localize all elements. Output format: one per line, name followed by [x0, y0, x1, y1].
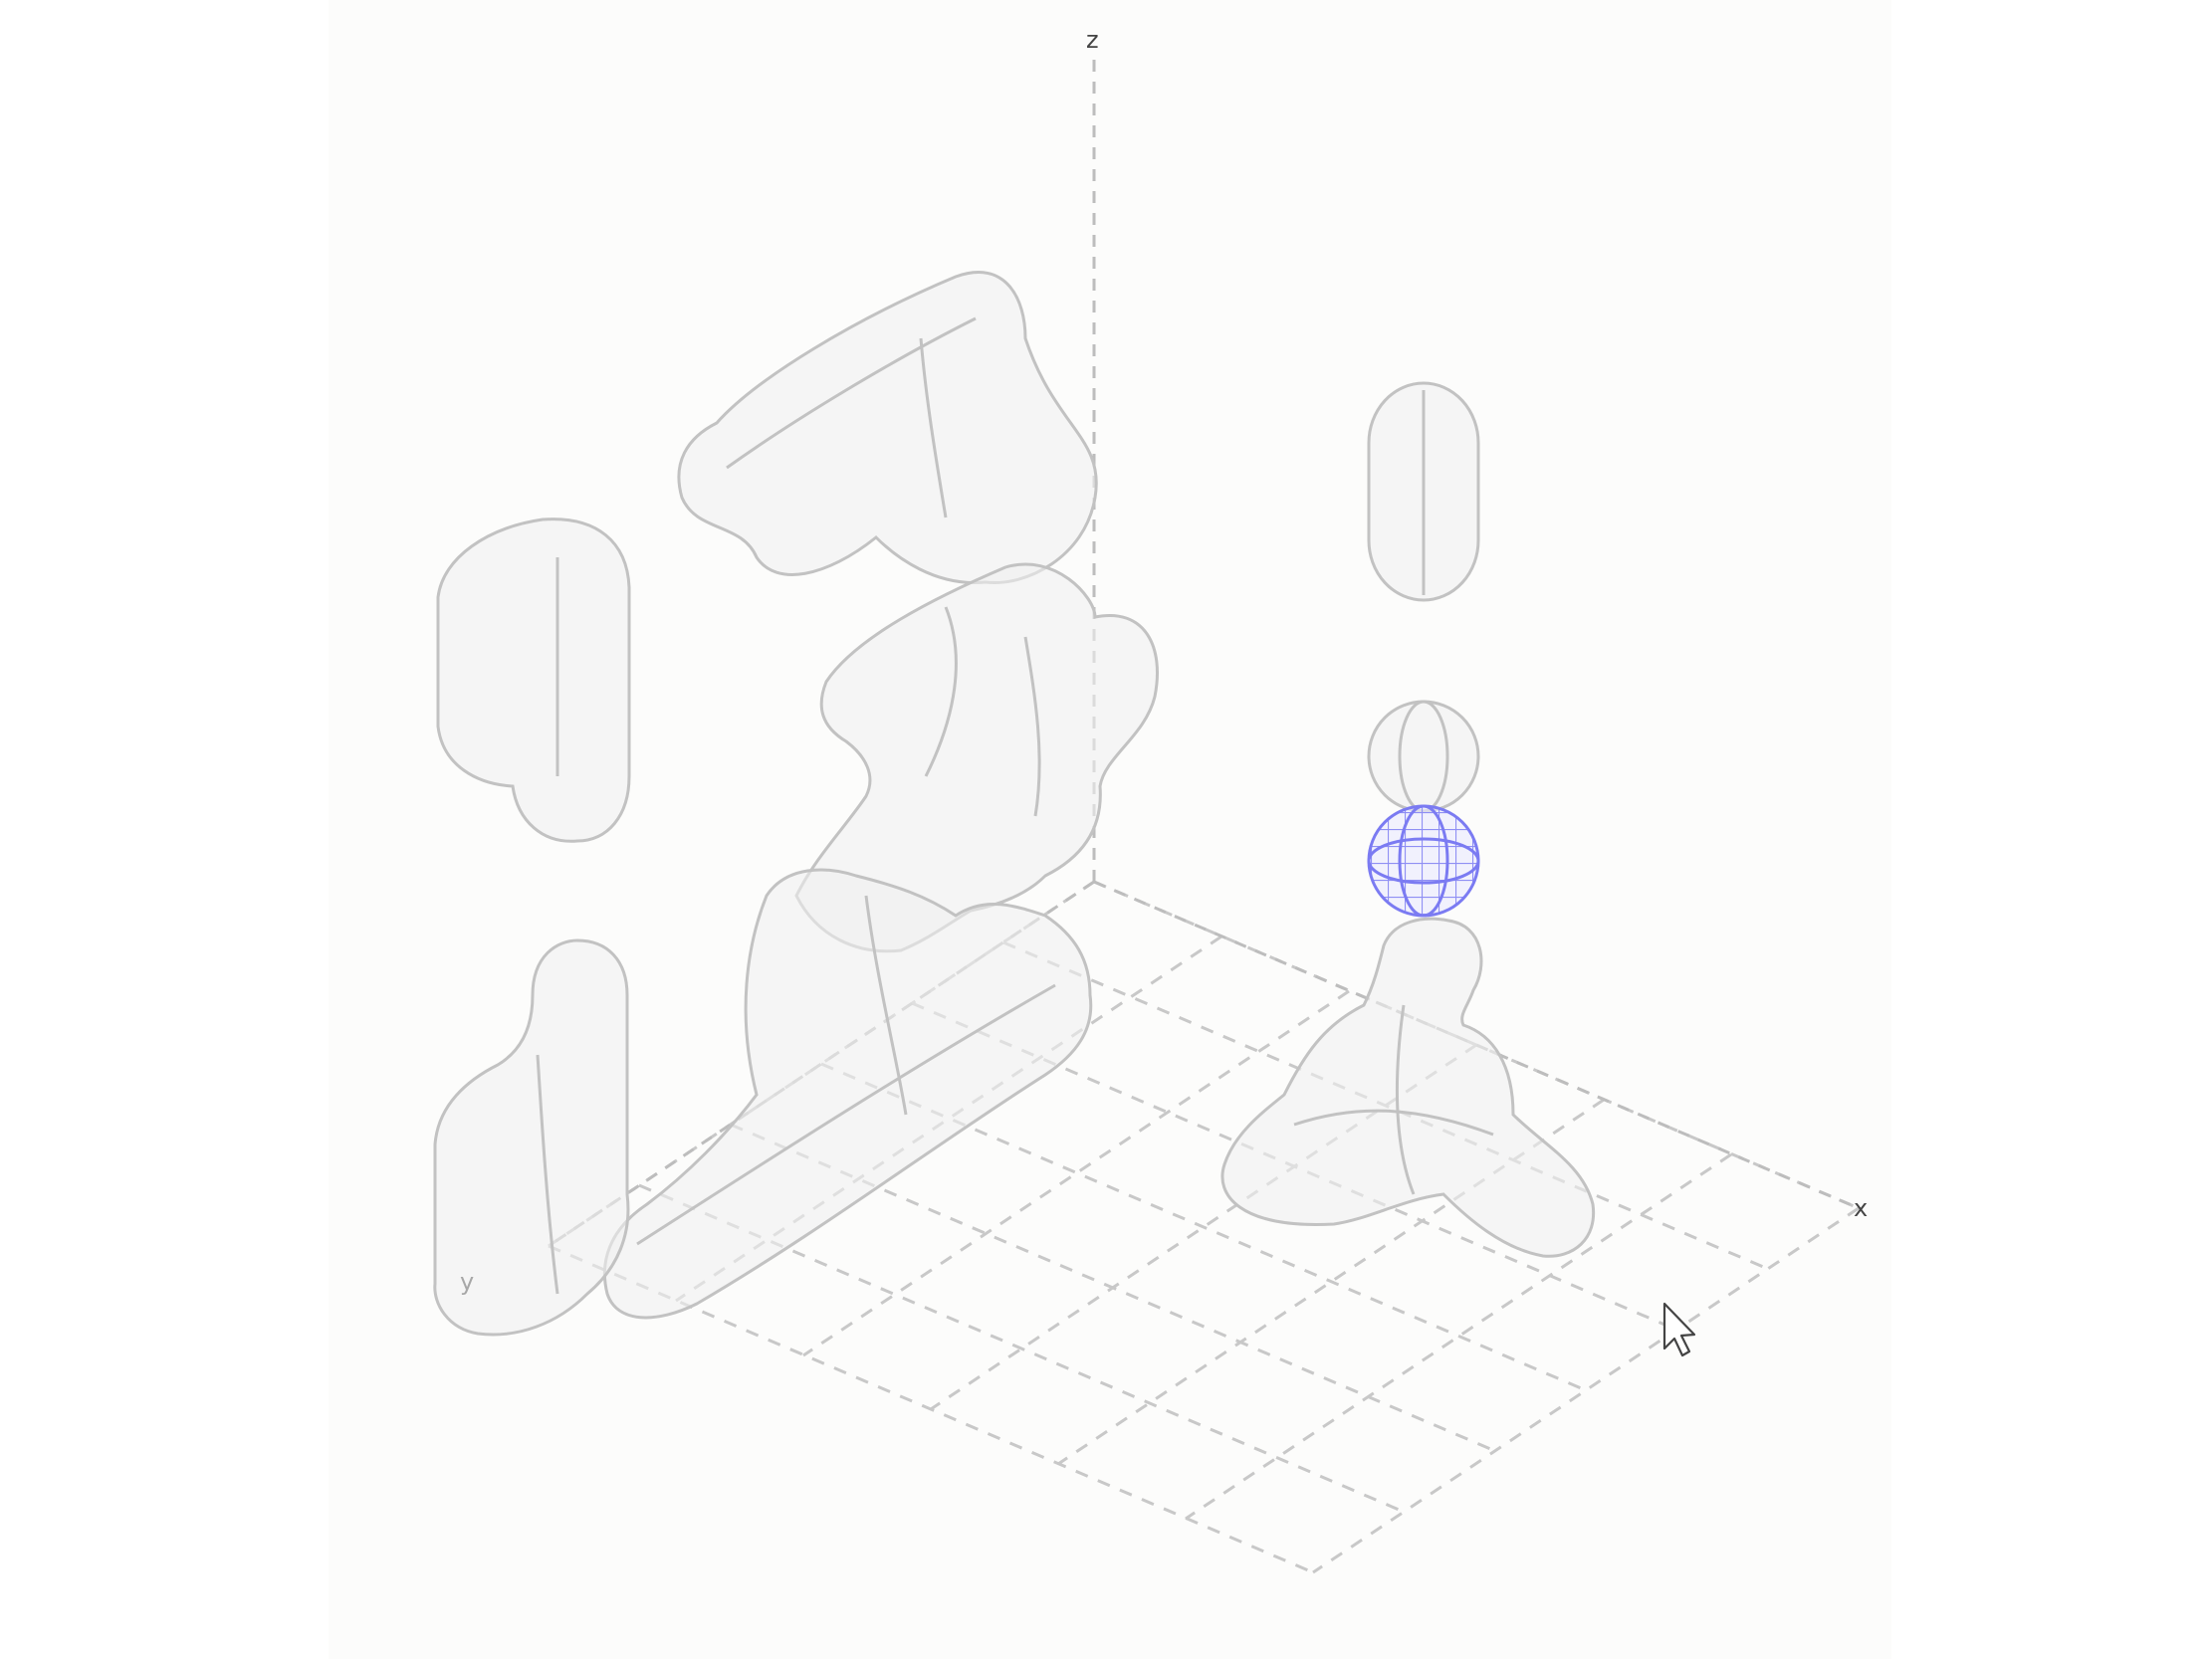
small-sphere-blue[interactable]	[1367, 804, 1480, 918]
mesh-right-capsule[interactable]	[1367, 381, 1480, 602]
x-axis	[1093, 880, 1860, 1210]
axes: z x y	[460, 26, 1868, 1296]
x-axis-label: x	[1854, 1194, 1868, 1222]
mesh-small-sphere[interactable]	[1367, 700, 1480, 813]
mesh-base-arch[interactable]	[602, 868, 1093, 1320]
floor-grid	[548, 880, 1860, 1574]
arrow-pointer-icon	[1662, 1302, 1696, 1357]
viewport-background	[329, 0, 1891, 1659]
mesh-left-upper[interactable]	[436, 518, 631, 843]
y-axis-label: y	[460, 1268, 474, 1296]
mesh-right-tripod[interactable]	[1220, 917, 1596, 1258]
mesh-left-lower[interactable]	[433, 938, 630, 1337]
z-axis-label: z	[1086, 26, 1099, 54]
mesh-middle-column[interactable]	[794, 562, 1159, 953]
mesh-top-bar[interactable]	[677, 271, 1098, 585]
